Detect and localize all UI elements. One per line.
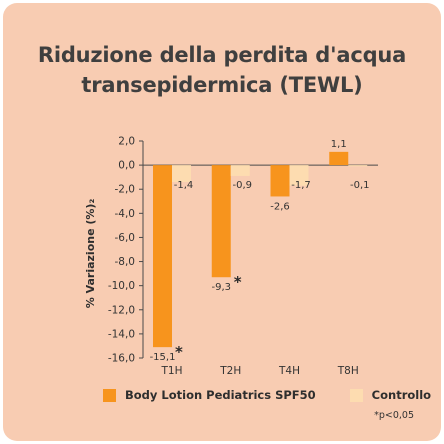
y-tick-label: 0,0 xyxy=(118,160,135,172)
y-tick-label: -2,0 xyxy=(115,184,136,196)
bar-primary-t8h xyxy=(329,151,349,166)
data-label: -1,4 xyxy=(174,180,194,191)
bar-control-t8h xyxy=(348,165,368,167)
x-tick-label: T1H xyxy=(161,365,183,377)
data-label: -9,3 xyxy=(211,282,231,293)
y-axis-label: % Variazione (%)₂ xyxy=(84,199,97,309)
chart-title: Riduzione della perdita d'acqua transepi… xyxy=(0,40,444,100)
chart-title-line1: Riduzione della perdita d'acqua xyxy=(37,43,407,67)
data-label: -1,7 xyxy=(291,180,311,191)
chart-title-line2: transepidermica (TEWL) xyxy=(81,73,363,97)
y-tick-label: -8,0 xyxy=(115,256,136,268)
y-tick-label: 2,0 xyxy=(118,136,135,148)
y-tick-label: -14,0 xyxy=(108,328,135,340)
legend-swatch-primary xyxy=(103,388,116,402)
x-tick-label: T4H xyxy=(278,365,300,377)
data-label: 1,1 xyxy=(331,139,347,150)
data-label: -2,6 xyxy=(270,201,290,212)
data-label: -0,1 xyxy=(350,180,370,191)
y-tick-label: -12,0 xyxy=(108,304,135,316)
legend-item-control: Controllo xyxy=(349,388,432,402)
significance-marker: * xyxy=(234,273,242,291)
footnote: *p<0,05 xyxy=(374,410,414,421)
y-tick-label: -10,0 xyxy=(108,280,135,292)
data-label: -15,1 xyxy=(150,352,176,363)
bar-control-t4h xyxy=(289,165,309,186)
y-tick-label: -16,0 xyxy=(108,353,135,365)
x-tick-label: T2H xyxy=(219,365,241,377)
bar-primary-t2h xyxy=(211,165,231,278)
bar-primary-t4h xyxy=(270,165,290,197)
bar-primary-t1h xyxy=(153,165,172,348)
bar-control-t2h xyxy=(230,165,250,176)
bar-control-t1h xyxy=(172,165,191,182)
legend-item-primary: Body Lotion Pediatrics SPF50 xyxy=(103,388,316,402)
legend-label-primary: Body Lotion Pediatrics SPF50 xyxy=(125,388,316,402)
y-tick-label: -6,0 xyxy=(115,232,136,244)
data-label: -0,9 xyxy=(232,180,252,191)
legend-swatch-control xyxy=(349,388,363,402)
y-tick-label: -4,0 xyxy=(115,208,136,220)
x-tick-label: T8H xyxy=(337,365,359,377)
legend: Body Lotion Pediatrics SPF50 Controllo xyxy=(103,388,431,402)
significance-marker: * xyxy=(175,343,183,361)
legend-label-control: Controllo xyxy=(371,388,432,402)
